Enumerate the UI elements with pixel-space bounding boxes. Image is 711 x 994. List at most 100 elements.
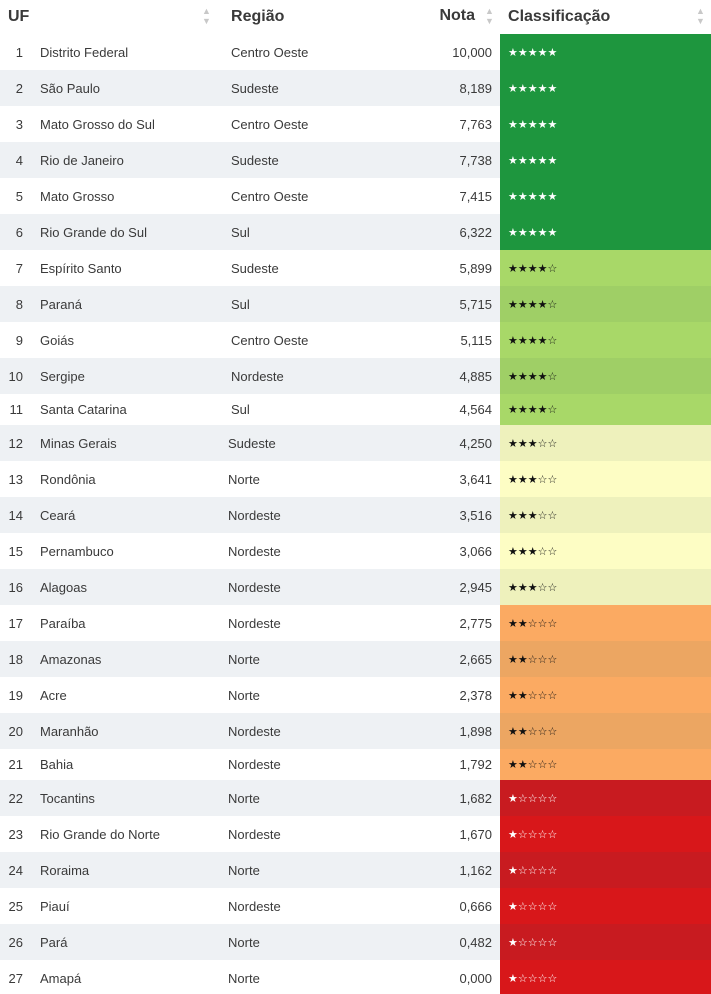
rank-cell: 3 [0,106,30,142]
region-cell: Sudeste [221,250,362,286]
rating-stars-cell: ★★★★★ [500,70,711,106]
region-cell: Norte [221,461,362,497]
rank-cell: 23 [0,816,30,852]
table-row: 26 Pará Norte 0,482 ★☆☆☆☆ [0,924,711,960]
column-header-nota[interactable]: Nota ▲ ▼ [361,0,501,34]
rating-stars-cell: ★★☆☆☆ [500,641,711,677]
state-name-cell: Amapá [30,960,222,994]
rating-stars-cell: ★★☆☆☆ [500,605,711,641]
column-header-nota-label: Nota [439,7,476,24]
table-row: 8 Paraná Sul 5,715 ★★★★☆ [0,286,711,322]
score-cell: 4,250 [361,425,501,461]
table-row: 5 Mato Grosso Centro Oeste 7,415 ★★★★★ [0,178,711,214]
rank-cell: 18 [0,641,30,677]
table-row: 2 São Paulo Sudeste 8,189 ★★★★★ [0,70,711,106]
table-row: 27 Amapá Norte 0,000 ★☆☆☆☆ [0,960,711,994]
score-cell: 5,115 [361,322,501,358]
score-cell: 6,322 [361,214,501,250]
table-header: UF ▲▼ Região ▲▼ Nota ▲▼ Classificação ▲▼ [0,0,711,34]
table-row: 1 Distrito Federal Centro Oeste 10,000 ★★★★★ [0,34,711,70]
table-row: 3 Mato Grosso do Sul Centro Oeste 7,763 ★★★★… [0,106,711,142]
rating-stars-cell: ★★★☆☆ [500,569,711,605]
rank-cell: 8 [0,286,30,322]
region-cell: Centro Oeste [221,106,362,142]
table-row: 14 Ceará Nordeste 3,516 ★★★☆☆ [0,497,711,533]
score-cell: 10,000 [361,34,501,70]
rank-cell: 6 [0,214,30,250]
region-cell: Nordeste [221,605,362,641]
rating-stars-cell: ★☆☆☆☆ [500,888,711,924]
state-name-cell: Acre [30,677,222,713]
rank-cell: 7 [0,250,30,286]
score-cell: 1,792 [361,749,501,780]
rating-stars-cell: ★★☆☆☆ [500,677,711,713]
rating-stars-cell: ★★★★★ [500,34,711,70]
table-row: 12 Minas Gerais Sudeste 4,250 ★★★☆☆ [0,425,711,461]
region-cell: Norte [221,852,362,888]
score-cell: 3,516 [361,497,501,533]
sort-icon[interactable]: ▲▼ [202,6,211,26]
column-header-uf[interactable]: UF ▲ ▼ [0,0,222,34]
table-row: 22 Tocantins Norte 1,682 ★☆☆☆☆ [0,780,711,816]
region-cell: Centro Oeste [221,322,362,358]
table-row: 25 Piauí Nordeste 0,666 ★☆☆☆☆ [0,888,711,924]
region-cell: Sudeste [221,70,362,106]
score-cell: 2,665 [361,641,501,677]
state-name-cell: Rondônia [30,461,222,497]
region-cell: Norte [221,780,362,816]
rank-cell: 12 [0,425,30,461]
region-cell: Nordeste [221,888,362,924]
rank-cell: 17 [0,605,30,641]
score-cell: 7,763 [361,106,501,142]
score-cell: 1,670 [361,816,501,852]
state-name-cell: Bahia [30,749,222,780]
sort-icon[interactable]: ▲▼ [696,6,705,26]
score-cell: 1,898 [361,713,501,749]
rank-cell: 4 [0,142,30,178]
rating-stars-cell: ★★★★☆ [500,322,711,358]
score-cell: 8,189 [361,70,501,106]
rank-cell: 21 [0,749,30,780]
column-header-regiao[interactable]: Região ▲▼ [221,0,372,34]
state-name-cell: Maranhão [30,713,222,749]
table-body: 1 Distrito Federal Centro Oeste 10,000 ★★★★★… [0,34,711,994]
rating-stars-cell: ★☆☆☆☆ [500,780,711,816]
region-cell: Norte [221,677,362,713]
rating-stars-cell: ★★★☆☆ [500,533,711,569]
rank-cell: 9 [0,322,30,358]
score-cell: 3,641 [361,461,501,497]
score-cell: 5,899 [361,250,501,286]
state-name-cell: Piauí [30,888,222,924]
table-row: 10 Sergipe Nordeste 4,885 ★★★★☆ [0,358,711,394]
rating-stars-cell: ★★★★★ [500,106,711,142]
table-row: 21 Bahia Nordeste 1,792 ★★☆☆☆ [0,749,711,780]
rating-stars-cell: ★★☆☆☆ [500,713,711,749]
table-row: 4 Rio de Janeiro Sudeste 7,738 ★★★★★ [0,142,711,178]
sort-icon[interactable]: ▲▼ [485,6,494,26]
region-cell: Sudeste [221,425,362,461]
score-cell: 2,775 [361,605,501,641]
state-name-cell: Sergipe [30,358,222,394]
rating-stars-cell: ★☆☆☆☆ [500,852,711,888]
table-row: 18 Amazonas Norte 2,665 ★★☆☆☆ [0,641,711,677]
table-row: 11 Santa Catarina Sul 4,564 ★★★★☆ [0,394,711,425]
region-cell: Nordeste [221,358,362,394]
table-row: 9 Goiás Centro Oeste 5,115 ★★★★☆ [0,322,711,358]
state-name-cell: Paraná [30,286,222,322]
rank-cell: 26 [0,924,30,960]
state-name-cell: Pará [30,924,222,960]
rating-stars-cell: ★★★★★ [500,178,711,214]
region-cell: Nordeste [221,533,362,569]
rating-stars-cell: ★★★☆☆ [500,461,711,497]
state-name-cell: Rio Grande do Sul [30,214,222,250]
column-header-classificacao[interactable]: Classificação ▲ ▼ [500,0,711,34]
score-cell: 0,666 [361,888,501,924]
state-name-cell: Roraima [30,852,222,888]
state-name-cell: Rio Grande do Norte [30,816,222,852]
state-name-cell: Tocantins [30,780,222,816]
region-cell: Norte [221,960,362,994]
region-cell: Centro Oeste [221,178,362,214]
state-name-cell: Mato Grosso [30,178,222,214]
rating-stars-cell: ★★☆☆☆ [500,749,711,780]
region-cell: Sul [221,214,362,250]
